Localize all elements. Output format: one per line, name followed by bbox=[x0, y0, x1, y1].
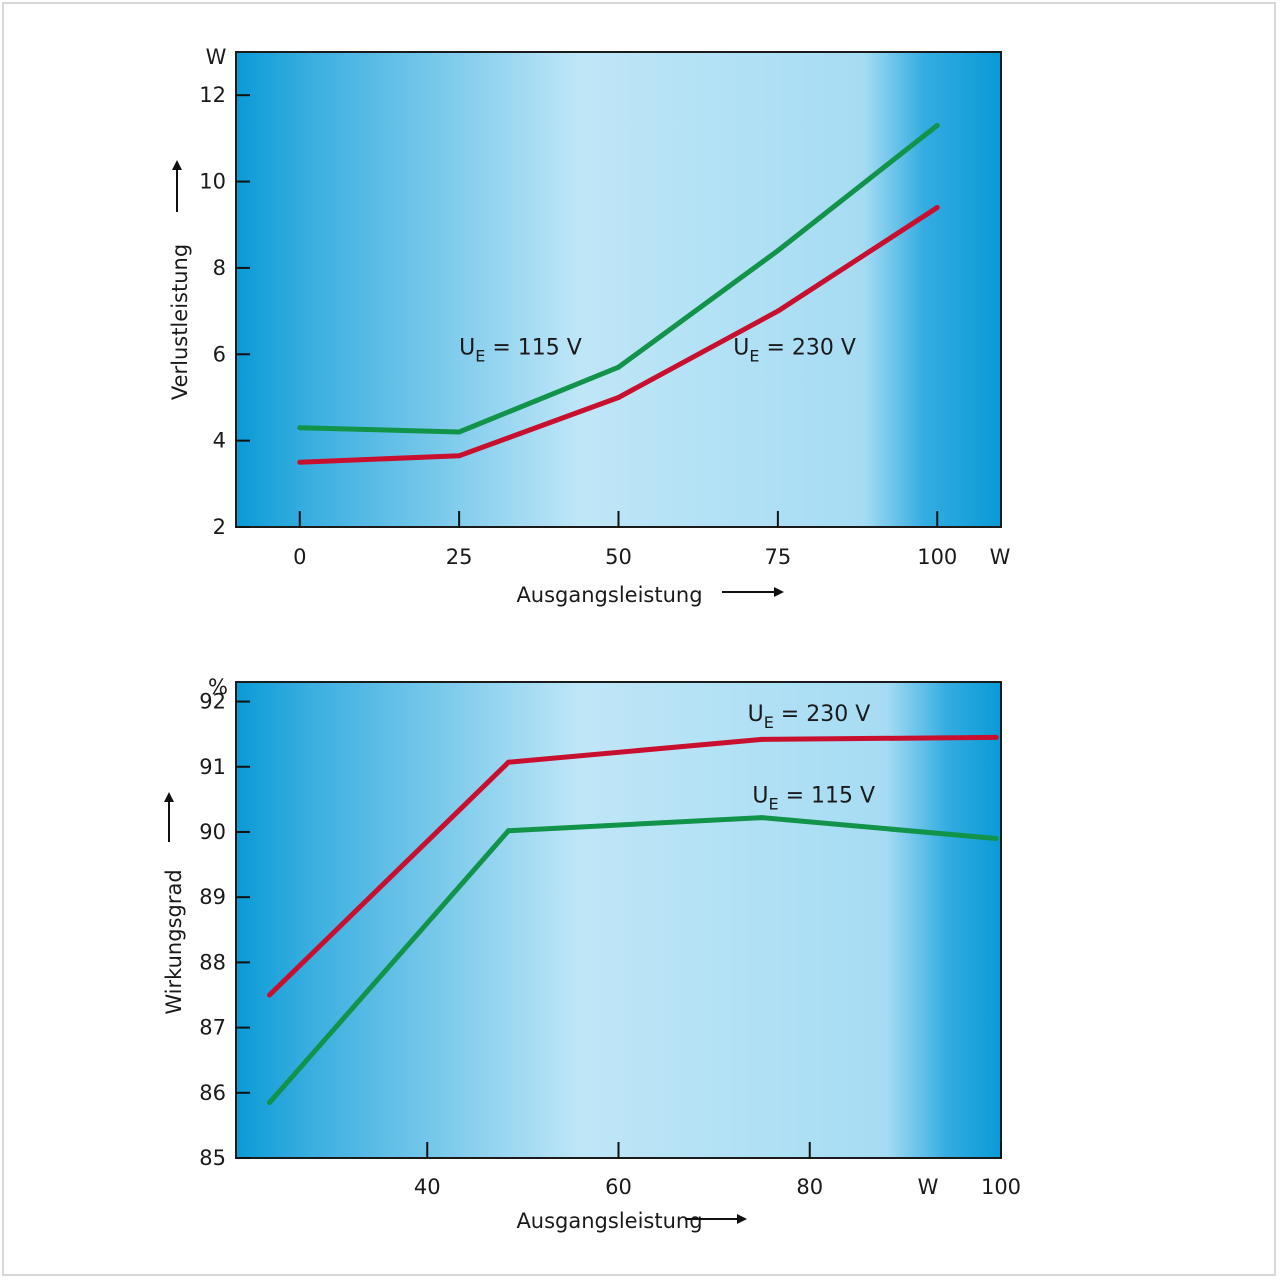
x-axis-title: Ausgangsleistung bbox=[516, 583, 702, 607]
x-tick-label: 60 bbox=[605, 1175, 632, 1199]
y-tick-label: 92 bbox=[199, 690, 226, 714]
y-tick-label: 90 bbox=[199, 820, 226, 844]
x-tick-label: 25 bbox=[446, 545, 473, 569]
series-point-230V bbox=[616, 394, 621, 400]
x-tick-label: 50 bbox=[605, 545, 632, 569]
series-point-230V bbox=[993, 734, 999, 740]
x-unit-label: W bbox=[990, 545, 1011, 569]
series-point-115V bbox=[934, 122, 940, 128]
y-tick-label: 85 bbox=[199, 1146, 226, 1170]
x-tick-label: 100 bbox=[917, 545, 957, 569]
series-point-230V bbox=[506, 759, 512, 765]
plot-area bbox=[236, 682, 1001, 1158]
series-label-115V: UE = 115 V bbox=[752, 784, 875, 814]
y-tick-label: 89 bbox=[199, 885, 226, 909]
series-point-230V bbox=[934, 204, 940, 210]
series-point-115V bbox=[616, 364, 621, 370]
series-point-230V bbox=[266, 992, 272, 998]
series-label-115V: UE = 115 V bbox=[459, 335, 582, 365]
y-unit-label: W bbox=[206, 45, 227, 69]
y-tick-label: 12 bbox=[199, 83, 226, 107]
y-axis-title: Wirkungsgrad bbox=[162, 869, 186, 1014]
x-unit-label: W bbox=[918, 1175, 939, 1199]
x-tick-label: 100 bbox=[981, 1175, 1021, 1199]
x-tick-label: 0 bbox=[293, 545, 306, 569]
x-tick-label: 75 bbox=[765, 545, 792, 569]
series-point-230V bbox=[759, 736, 765, 742]
series-point-115V bbox=[993, 835, 999, 841]
y-tick-label: 6 bbox=[213, 342, 226, 366]
plot-area bbox=[236, 52, 1001, 527]
series-point-230V bbox=[297, 459, 303, 465]
series-line-115V bbox=[267, 815, 997, 1105]
y-tick-label: 91 bbox=[199, 755, 226, 779]
series-line-230V bbox=[267, 734, 997, 997]
y-tick-label: 8 bbox=[213, 256, 226, 280]
y-tick-label: 4 bbox=[213, 429, 226, 453]
efficiency-chart: 85 86 87 88 89 90 91 92% 40 60 80 100 W Ausgangsleist… bbox=[162, 675, 1021, 1233]
series-point-115V bbox=[506, 828, 512, 834]
series-point-230V bbox=[456, 453, 462, 459]
series-label-230V: UE = 230 V bbox=[733, 335, 856, 365]
y-tick-label: 10 bbox=[199, 170, 226, 194]
series-point-115V bbox=[759, 815, 765, 821]
series-point-115V bbox=[297, 425, 303, 431]
series-point-115V bbox=[456, 429, 462, 435]
y-tick-label: 86 bbox=[199, 1081, 226, 1105]
series-label-230V: UE = 230 V bbox=[748, 702, 871, 732]
x-tick-label: 40 bbox=[414, 1175, 441, 1199]
series-point-230V bbox=[775, 308, 781, 314]
y-axis-title: Verlustleistung bbox=[168, 244, 192, 400]
series-point-115V bbox=[266, 1100, 272, 1106]
power-loss-chart: 2 4 6 8 10 12 W 0 25 50 75 100 W Ausgangsleistung Verl… bbox=[168, 45, 1011, 607]
x-axis-title: Ausgangsleistung bbox=[516, 1209, 702, 1233]
y-tick-label: 2 bbox=[213, 515, 226, 539]
series-point-115V bbox=[775, 248, 781, 254]
y-tick-label: 88 bbox=[199, 950, 226, 974]
x-tick-label: 80 bbox=[796, 1175, 823, 1199]
y-tick-label: 87 bbox=[199, 1016, 226, 1040]
y-unit-label: % bbox=[208, 675, 228, 699]
